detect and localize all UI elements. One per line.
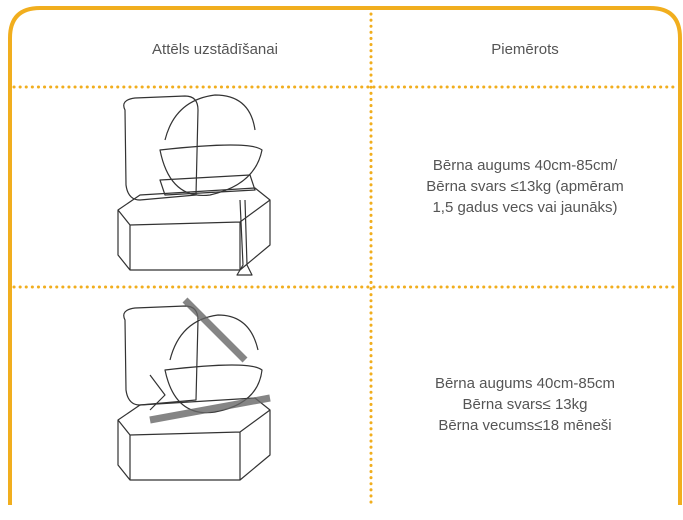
header-cell: Piemērots xyxy=(491,41,559,58)
cell-text: Bērna augums 40cm-85cm xyxy=(435,375,615,392)
seat-illustration xyxy=(117,94,271,276)
seat-illustration xyxy=(117,305,271,481)
header-cell: Attēls uzstādīšanai xyxy=(152,41,278,58)
seat-belt xyxy=(149,297,271,424)
cell-text: Bērna svars ≤13kg (apmēram xyxy=(426,178,623,195)
cell-text: Bērna svars≤ 13kg xyxy=(463,396,588,413)
table-border xyxy=(8,6,682,505)
cell-text: 1,5 gadus vecs vai jaunāks) xyxy=(432,199,617,216)
cell-text: Bērna augums 40cm-85cm/ xyxy=(433,157,618,174)
cell-text: Bērna vecums≤18 mēneši xyxy=(438,417,611,434)
